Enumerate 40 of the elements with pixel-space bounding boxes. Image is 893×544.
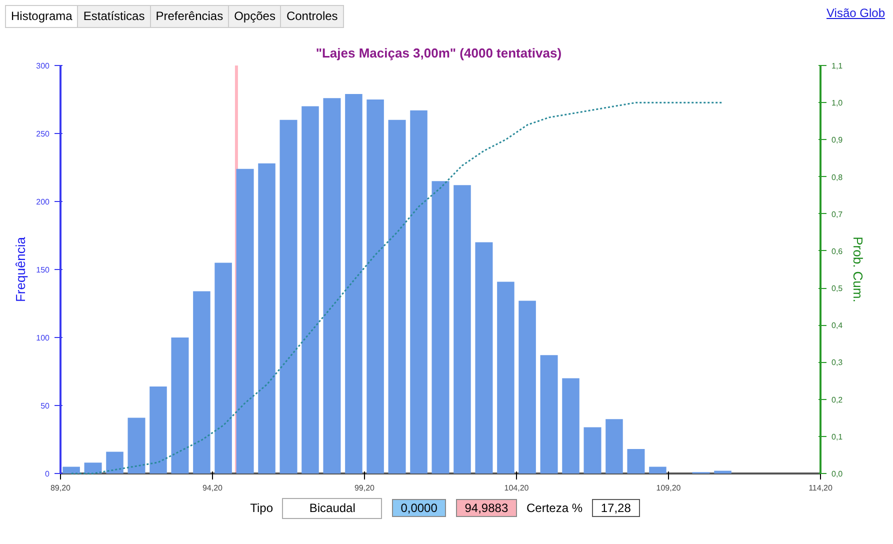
- y-tick-label: 250: [36, 130, 50, 138]
- text: Estatísticas: [77, 5, 151, 28]
- y-tick-label: 200: [36, 198, 50, 206]
- y2-tick-label: 0,0: [832, 470, 844, 478]
- x-tick-label: 94,20: [202, 484, 224, 492]
- text: Certeza %: [526, 501, 583, 515]
- y-tick-label: 100: [36, 334, 50, 342]
- y2-tick-label: 0,9: [832, 136, 844, 145]
- text: Controles: [280, 5, 344, 28]
- text: 0,0000: [392, 499, 446, 517]
- y-tick-label: 300: [36, 62, 50, 70]
- y-tick-label: 50: [40, 402, 50, 410]
- text: Bicaudal: [282, 498, 382, 520]
- x-tick-label: 104,20: [504, 484, 530, 492]
- text: Tipo: [250, 501, 274, 515]
- y2-tick-label: 0,5: [832, 284, 844, 294]
- text: Preferências: [150, 5, 230, 28]
- text: Histograma: [5, 5, 78, 28]
- y2-axis-title: Prob. Cum.: [850, 236, 866, 302]
- y2-tick-label: 0,2: [832, 395, 844, 404]
- y2-tick-label: 1,0: [832, 98, 844, 108]
- x-tick-label: 89,20: [50, 484, 72, 492]
- y2-tick-label: 0,7: [832, 210, 844, 219]
- text: 17,28: [592, 499, 640, 517]
- y2-tick-label: 0,8: [832, 172, 844, 182]
- y-axis-title: Frequência: [13, 236, 28, 302]
- x-tick-label: 109,20: [656, 484, 682, 492]
- y2-tick-label: 0,1: [832, 432, 844, 442]
- y2-tick-label: 1,1: [832, 62, 844, 70]
- chart-title: "Lajes Maciças 3,00m" (4000 tentativas): [316, 46, 562, 60]
- y-tick-label: 0: [45, 470, 50, 478]
- y2-tick-label: 0,3: [832, 358, 844, 368]
- text: 94,9883: [456, 499, 518, 517]
- y2-tick-label: 0,4: [832, 321, 844, 330]
- text: Visão Glob: [826, 5, 885, 22]
- x-tick-label: 114,20: [808, 484, 833, 492]
- x-tick-label: 99,20: [354, 484, 376, 492]
- y-tick-label: 150: [36, 266, 50, 274]
- y2-tick-label: 0,6: [832, 246, 844, 256]
- text: Opções: [228, 5, 282, 28]
